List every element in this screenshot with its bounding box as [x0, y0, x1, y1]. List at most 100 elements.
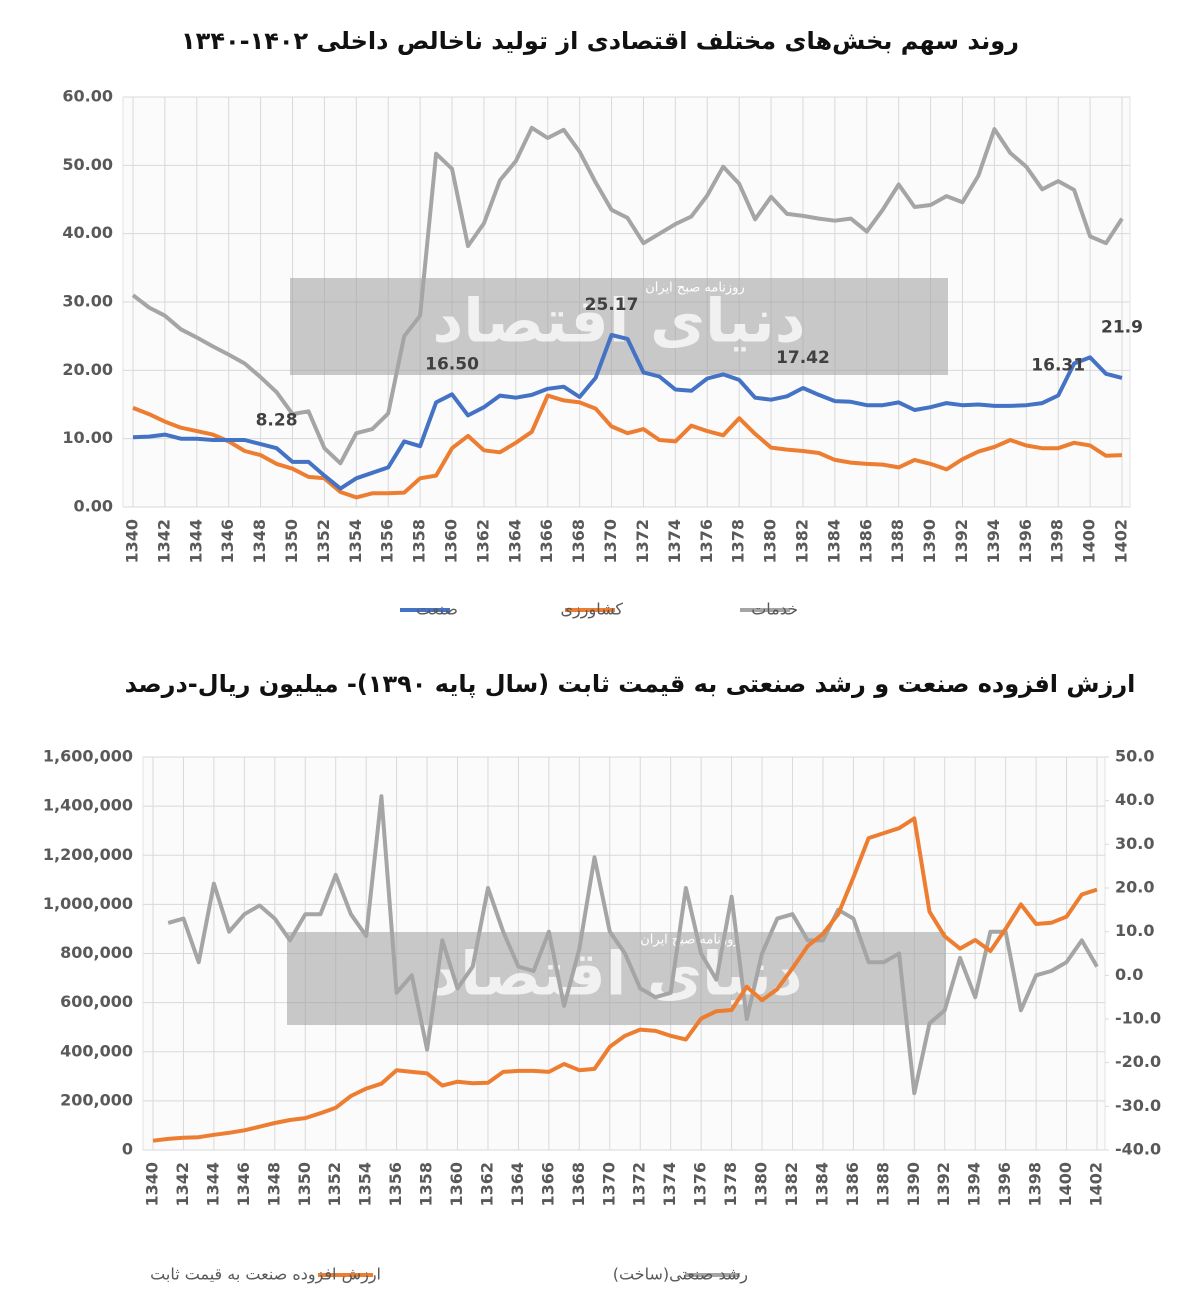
x-tick-label: 1378 [729, 519, 748, 564]
x-tick-label: 1346 [234, 1162, 253, 1207]
x-tick-label: 1402 [1112, 519, 1131, 564]
x-tick-label: 1364 [505, 519, 524, 564]
x-tick-label: 1342 [154, 519, 173, 564]
x-tick-label: 1348 [250, 519, 269, 564]
watermark-text: دنیای اقتصاد [429, 940, 802, 1010]
chart-title: روند سهم بخش‌های مختلف اقتصادی از تولید … [181, 27, 1019, 55]
x-tick-label: 1350 [295, 1162, 314, 1207]
y2-tick-label: -10.0 [1115, 1009, 1161, 1028]
x-tick-label: 1394 [965, 1162, 984, 1207]
watermark: دنیای اقتصاد روزنامه صبح ایران دنیای اقت… [287, 278, 948, 1025]
x-tick-label: 1390 [920, 519, 939, 564]
x-tick-label: 1356 [386, 1162, 405, 1207]
y-tick-label: 60.00 [62, 87, 113, 106]
y2-tick-label: 0.0 [1115, 965, 1143, 984]
x-tick-label: 1368 [569, 519, 588, 564]
legend-label: ارزش افزوده صنعت به قیمت ثابت [150, 1265, 381, 1285]
y2-tick-label: 50.0 [1115, 747, 1154, 766]
chart-title: ارزش افزوده صنعت و رشد صنعتی به قیمت ثاب… [125, 670, 1136, 698]
x-tick-label: 1398 [1026, 1162, 1045, 1207]
legend-label: کشاورزی [561, 600, 624, 620]
data-label: 25.17 [585, 295, 639, 315]
x-tick-label: 1344 [203, 1162, 222, 1207]
x-tick-label: 1386 [856, 519, 875, 564]
x-tick-label: 1362 [477, 1162, 496, 1207]
y-tick-label: 20.00 [62, 360, 113, 379]
y-tick-label: 400,000 [60, 1041, 133, 1060]
x-tick-label: 1380 [752, 1162, 771, 1207]
data-label: 8.28 [256, 410, 298, 430]
x-tick-label: 1366 [538, 1162, 557, 1207]
x-tick-label: 1362 [473, 519, 492, 564]
legend-label: رشد صنعتی(ساخت) [613, 1265, 748, 1285]
y-tick-label: 50.00 [62, 155, 113, 174]
x-tick-label: 1348 [264, 1162, 283, 1207]
x-tick-label: 1354 [346, 519, 365, 564]
y2-tick-label: -20.0 [1115, 1052, 1161, 1071]
x-tick-label: 1382 [792, 519, 811, 564]
x-tick-label: 1372 [630, 1162, 649, 1207]
y2-tick-label: 40.0 [1115, 790, 1154, 809]
y2-tick-label: 30.0 [1115, 834, 1154, 853]
series-line [131, 125, 1124, 466]
x-tick-label: 1360 [442, 519, 461, 564]
y-tick-label: 10.00 [62, 428, 113, 447]
x-tick-label: 1342 [173, 1162, 192, 1207]
y-tick-label: 800,000 [60, 943, 133, 962]
x-tick-label: 1364 [508, 1162, 527, 1207]
series-line [132, 333, 1123, 491]
x-tick-label: 1360 [447, 1162, 466, 1207]
x-tick-label: 1396 [1016, 519, 1035, 564]
x-tick-label: 1378 [721, 1162, 740, 1207]
x-tick-label: 1390 [904, 1162, 923, 1207]
y-tick-label: 0 [122, 1140, 133, 1159]
x-tick-label: 1384 [824, 519, 843, 564]
y-tick-label: 1,000,000 [43, 894, 133, 913]
y2-tick-label: -30.0 [1115, 1096, 1161, 1115]
legend-label: صنعت [416, 600, 458, 619]
legend-label: خدمات [751, 600, 798, 619]
x-tick-label: 1386 [843, 1162, 862, 1207]
x-tick-label: 1396 [995, 1162, 1014, 1207]
x-tick-label: 1400 [1080, 519, 1099, 564]
x-tick-label: 1384 [812, 1162, 831, 1207]
x-tick-label: 1400 [1056, 1162, 1075, 1207]
data-label: 21.9 [1101, 317, 1143, 337]
x-tick-label: 1358 [417, 1162, 436, 1207]
x-tick-label: 1402 [1087, 1162, 1106, 1207]
y2-tick-label: 10.0 [1115, 921, 1154, 940]
y-tick-label: 200,000 [60, 1090, 133, 1109]
data-label: 16.50 [425, 354, 479, 374]
y2-tick-label: 20.0 [1115, 878, 1154, 897]
x-tick-label: 1346 [218, 519, 237, 564]
y-tick-label: 1,600,000 [43, 747, 133, 766]
x-tick-label: 1376 [691, 1162, 710, 1207]
x-tick-label: 1374 [660, 1162, 679, 1207]
x-tick-label: 1354 [356, 1162, 375, 1207]
series-line [167, 794, 1099, 1096]
data-label: 17.42 [776, 348, 830, 368]
x-tick-label: 1376 [697, 519, 716, 564]
y-tick-label: 1,400,000 [43, 796, 133, 815]
x-tick-label: 1392 [934, 1162, 953, 1207]
y-tick-label: 30.00 [62, 292, 113, 311]
x-tick-label: 1382 [782, 1162, 801, 1207]
x-tick-label: 1388 [873, 1162, 892, 1207]
x-tick-label: 1352 [325, 1162, 344, 1207]
y2-tick-label: -40.0 [1115, 1140, 1161, 1159]
x-tick-label: 1350 [282, 519, 301, 564]
x-tick-label: 1368 [569, 1162, 588, 1207]
x-tick-label: 1358 [410, 519, 429, 564]
watermark-subtitle: روزنامه صبح ایران [640, 933, 740, 948]
x-tick-label: 1380 [761, 519, 780, 564]
x-tick-label: 1352 [314, 519, 333, 564]
y-tick-label: 600,000 [60, 992, 133, 1011]
x-tick-label: 1394 [984, 519, 1003, 564]
x-tick-label: 1370 [601, 519, 620, 564]
x-tick-label: 1370 [599, 1162, 618, 1207]
x-tick-label: 1340 [143, 1162, 162, 1207]
x-tick-label: 1340 [123, 519, 142, 564]
x-tick-label: 1374 [665, 519, 684, 564]
